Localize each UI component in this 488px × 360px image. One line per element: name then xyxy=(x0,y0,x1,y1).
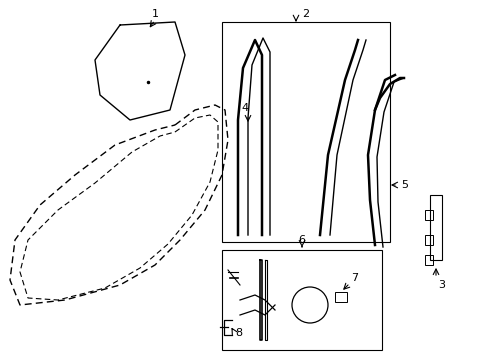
Text: 2: 2 xyxy=(302,9,309,19)
Bar xyxy=(424,210,432,220)
Text: 1: 1 xyxy=(151,9,158,19)
Bar xyxy=(222,22,389,242)
Bar xyxy=(334,292,346,302)
Bar xyxy=(424,255,432,265)
Text: 7: 7 xyxy=(351,273,358,283)
Bar xyxy=(424,235,432,245)
Text: 5: 5 xyxy=(401,180,407,190)
Text: 3: 3 xyxy=(438,280,445,290)
Text: 4: 4 xyxy=(241,103,248,113)
Bar xyxy=(222,250,381,350)
Bar xyxy=(429,195,441,260)
Text: 6: 6 xyxy=(298,235,305,245)
Text: 8: 8 xyxy=(235,328,242,338)
